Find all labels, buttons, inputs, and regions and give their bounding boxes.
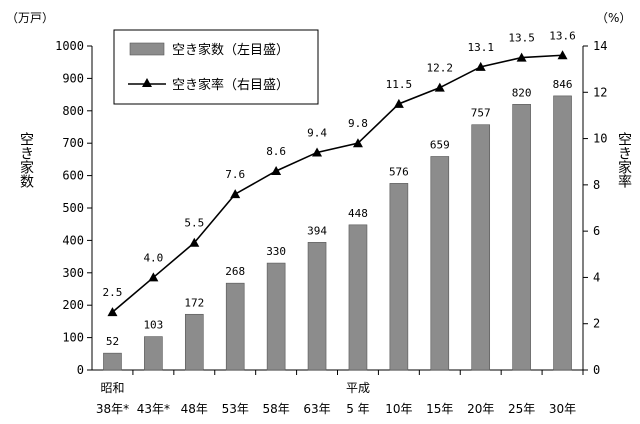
legend: 空き家数（左目盛） 空き家率（右目盛） [113,29,319,105]
rate-value-label: 9.8 [348,117,368,130]
bars [103,95,572,371]
x-tick-label: 63年 [303,402,330,416]
left-tick-label: 800 [62,104,84,118]
rate-point [557,50,568,60]
right-tick-label: 8 [593,178,600,192]
left-tick-label: 400 [62,233,84,247]
bar [184,313,204,371]
left-tick-label: 300 [62,266,84,280]
bar [430,156,450,371]
left-axis-title: 空き家数 [18,132,34,188]
right-tick-label: 10 [593,132,607,146]
bar [512,104,531,371]
legend-bar-swatch [129,42,165,56]
rate-value-label: 4.0 [143,251,163,264]
bar [471,124,491,371]
x-tick-label: 48年 [181,402,208,416]
bar-value-label: 52 [106,335,119,348]
rate-value-label: 5.5 [184,217,204,230]
legend-bar-label: 空き家数（左目盛） [172,42,289,58]
rate-value-label: 13.5 [508,32,535,45]
rate-point [516,52,527,62]
right-tick-label: 12 [593,85,607,99]
right-axis-unit: （%） [596,11,631,25]
bar [553,95,572,371]
left-tick-label: 1000 [55,39,84,53]
left-tick-label: 700 [62,136,84,150]
bar [225,282,245,371]
bar-value-label: 103 [143,319,163,332]
bar-value-label: 846 [553,78,573,91]
rate-value-label: 8.6 [266,145,286,158]
bar-value-label: 394 [307,224,327,237]
x-tick-label: 10年 [385,402,412,416]
x-tick-label: 53年 [222,402,249,416]
rate-line [107,50,568,317]
x-tick-label: 38年* [96,402,129,416]
rate-point [393,98,404,108]
left-tick-label: 100 [62,331,84,345]
left-tick-label: 600 [62,169,84,183]
x-tick-label: 20年 [467,402,494,416]
bar [266,262,286,371]
left-tick-label: 900 [62,71,84,85]
rate-polyline [111,54,563,313]
bar-value-label: 576 [389,165,409,178]
rate-value-label: 13.6 [549,29,576,42]
rate-value-label: 9.4 [307,126,327,139]
rate-point [475,61,486,71]
rate-point [107,307,118,317]
left-tick-label: 500 [62,201,84,215]
rate-point [352,138,363,148]
bar [307,242,327,371]
rate-value-label: 13.1 [467,41,494,54]
rate-value-label: 2.5 [103,286,123,299]
legend-box [113,29,319,105]
bar-value-label: 268 [225,265,245,278]
rate-point [434,82,445,92]
bar [144,336,163,371]
x-tick-label: 15年 [426,402,453,416]
right-tick-label: 0 [593,363,600,377]
x-tick-label: 25年 [508,402,535,416]
left-tick-label: 200 [62,298,84,312]
x-era-label: 平成 [346,381,370,395]
x-tick-label: 30年 [549,402,576,416]
x-era-label: 昭和 [100,381,124,395]
rate-point [230,189,241,199]
rate-value-label: 12.2 [427,62,454,75]
legend-line-label: 空き家率（右目盛） [172,77,289,93]
bar-value-label: 448 [348,207,368,220]
bar-value-label: 659 [430,138,450,151]
left-tick-label: 0 [77,363,84,377]
bar-value-label: 820 [512,86,532,99]
axes: 0 100 200 300 400 500 600 700 800 900 1000 0 2 4 6 8 10 1… [55,39,607,416]
rate-value-label: 11.5 [386,78,413,91]
x-tick-label: 5 年 [346,402,369,416]
bar [389,183,409,371]
right-tick-label: 4 [593,270,600,284]
rate-point [189,237,200,247]
bar [348,224,368,371]
bar-value-label: 172 [184,296,204,309]
bar-value-label: 330 [266,245,286,258]
legend-triangle-marker [142,78,152,87]
left-axis-unit: （万戸） [6,11,54,25]
rate-point [271,165,282,175]
rate-value-label: 7.6 [225,168,245,181]
rate-point [148,272,159,282]
right-tick-label: 6 [593,224,600,238]
x-tick-label: 58年 [262,402,289,416]
right-tick-label: 14 [593,39,607,53]
right-tick-label: 2 [593,317,600,331]
right-axis-title: 空き家率 [616,132,632,188]
data-labels: 52 103 172 268 330 394 448 576 659 757 820 846 2.5 4.… [103,29,576,348]
rate-point [312,147,323,157]
bar-value-label: 757 [471,107,491,120]
x-tick-label: 43年* [137,402,170,416]
bar [103,352,122,371]
